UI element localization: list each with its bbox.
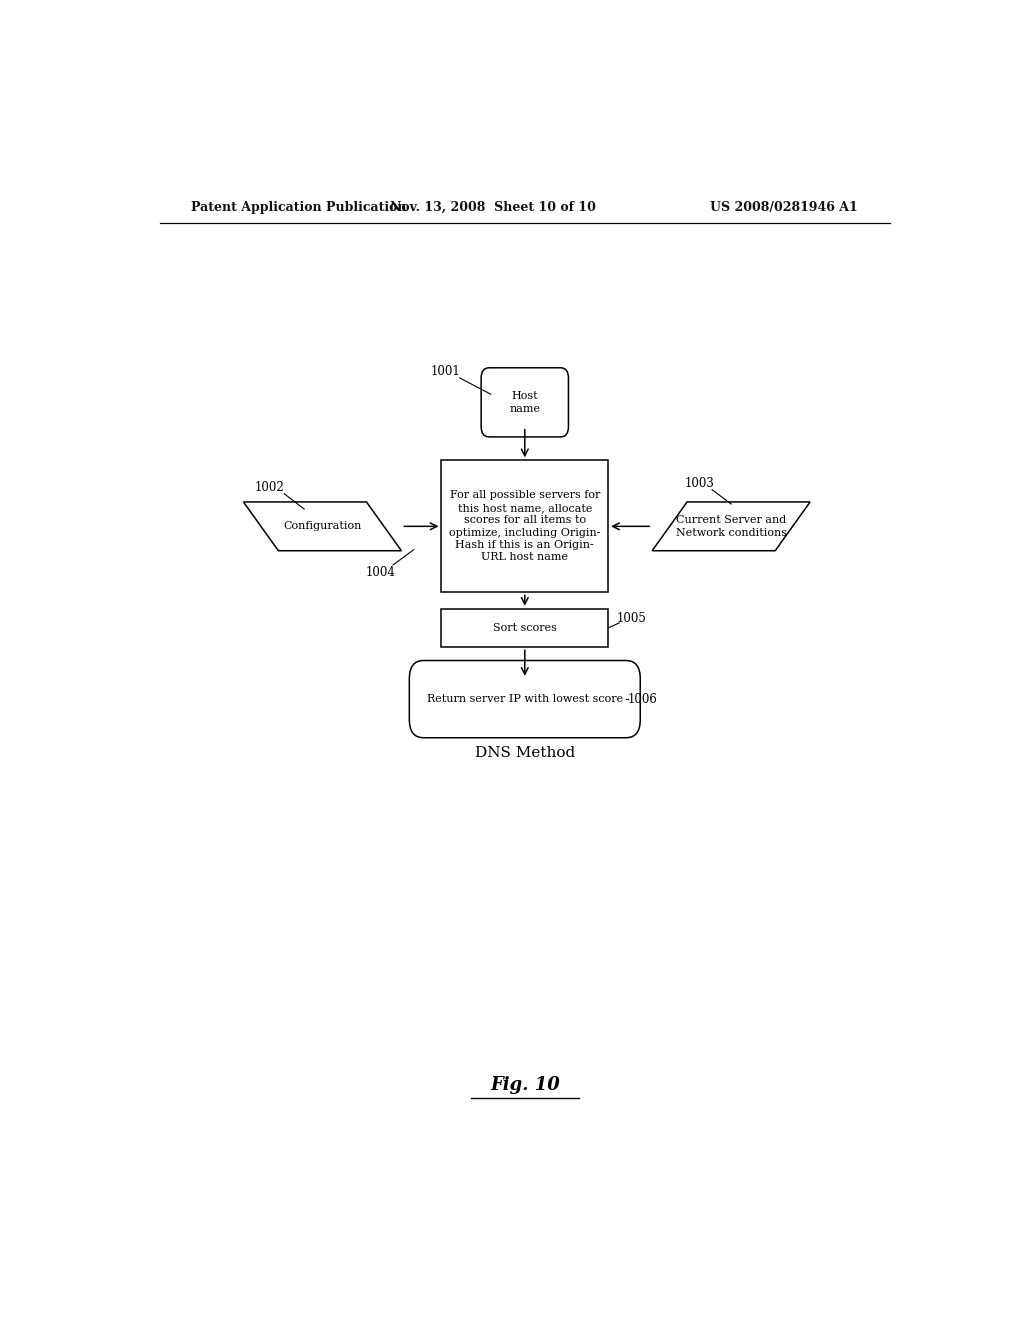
Text: Host
name: Host name <box>509 391 541 413</box>
Bar <box>441 609 608 647</box>
Text: Fig. 10: Fig. 10 <box>489 1076 560 1094</box>
Text: 1001: 1001 <box>430 366 461 379</box>
FancyBboxPatch shape <box>481 368 568 437</box>
Text: 1005: 1005 <box>617 612 647 626</box>
Text: Sort scores: Sort scores <box>493 623 557 634</box>
FancyBboxPatch shape <box>410 660 640 738</box>
Polygon shape <box>652 502 810 550</box>
Text: 1002: 1002 <box>254 482 284 494</box>
Polygon shape <box>244 502 401 550</box>
Text: Current Server and
Network conditions: Current Server and Network conditions <box>676 515 786 537</box>
Text: Return server IP with lowest score: Return server IP with lowest score <box>427 694 623 704</box>
Text: For all possible servers for
this host name, allocate
scores for all items to
op: For all possible servers for this host n… <box>450 490 600 562</box>
Bar <box>441 461 608 593</box>
Text: DNS Method: DNS Method <box>475 746 574 760</box>
Text: 1006: 1006 <box>628 693 657 706</box>
Text: US 2008/0281946 A1: US 2008/0281946 A1 <box>711 201 858 214</box>
Text: Patent Application Publication: Patent Application Publication <box>191 201 407 214</box>
Text: Nov. 13, 2008  Sheet 10 of 10: Nov. 13, 2008 Sheet 10 of 10 <box>390 201 596 214</box>
Text: 1003: 1003 <box>684 477 715 490</box>
Text: Configuration: Configuration <box>284 521 361 532</box>
Text: 1004: 1004 <box>366 565 395 578</box>
